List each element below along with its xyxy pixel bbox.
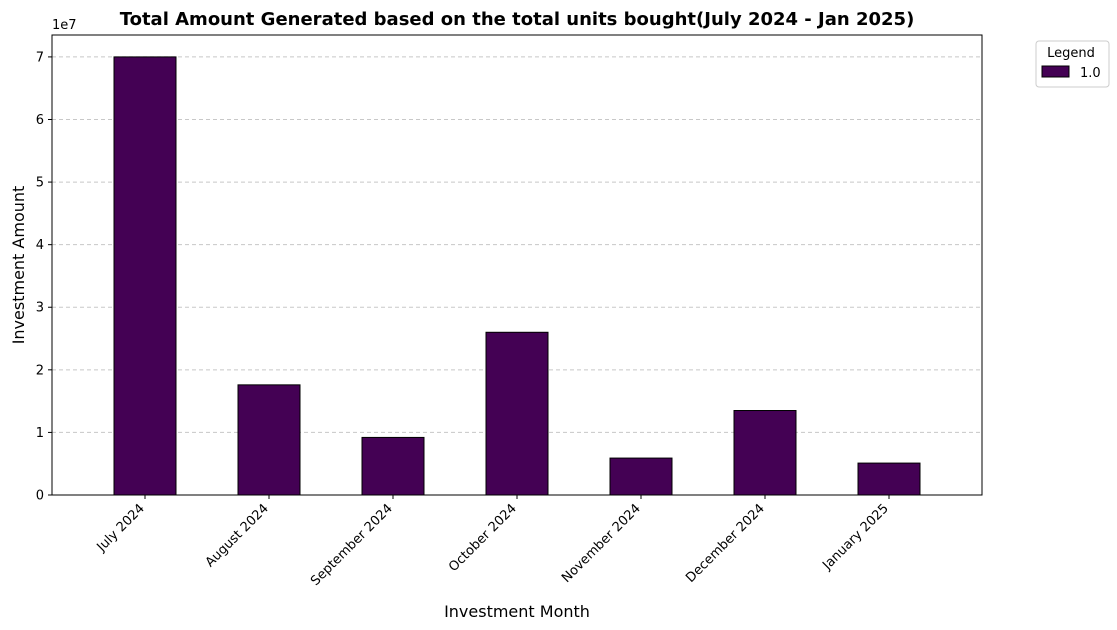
bar (237, 384, 301, 496)
y-tick-label: 3 (36, 301, 44, 316)
bar (857, 462, 921, 496)
x-tick-label: December 2024 (683, 501, 768, 586)
y-axis-multiplier: 1e7 (52, 18, 77, 33)
legend-swatch (1041, 65, 1070, 78)
bars (113, 56, 921, 496)
x-tick-label: July 2024 (94, 501, 148, 555)
y-tick-label: 7 (36, 50, 44, 65)
bar (733, 410, 797, 496)
x-tick-label: November 2024 (559, 501, 644, 586)
bar (609, 457, 673, 496)
y-axis-ticks: 0 1 2 3 4 5 6 7 (36, 50, 52, 504)
legend-series-name: 1.0 (1080, 66, 1101, 81)
y-axis-label: Investment Amount (9, 186, 28, 345)
x-tick-label: September 2024 (308, 501, 396, 589)
y-tick-label: 2 (36, 363, 44, 378)
y-tick-label: 4 (36, 238, 44, 253)
legend-title: Legend (1047, 46, 1095, 61)
x-axis-label: Investment Month (444, 602, 590, 621)
x-tick-label: January 2025 (819, 501, 891, 573)
bar (113, 56, 177, 496)
x-tick-label: October 2024 (446, 501, 520, 575)
y-tick-label: 0 (36, 489, 44, 504)
bar (361, 436, 425, 496)
chart-title: Total Amount Generated based on the tota… (120, 9, 915, 30)
x-axis-ticks: July 2024 August 2024 September 2024 Octobe… (94, 495, 892, 589)
y-tick-label: 5 (36, 176, 44, 191)
x-tick-label: August 2024 (203, 501, 272, 570)
legend: Legend 1.0 (1035, 40, 1110, 88)
bar (485, 331, 549, 496)
y-tick-label: 1 (36, 426, 44, 441)
y-tick-label: 6 (36, 113, 44, 128)
